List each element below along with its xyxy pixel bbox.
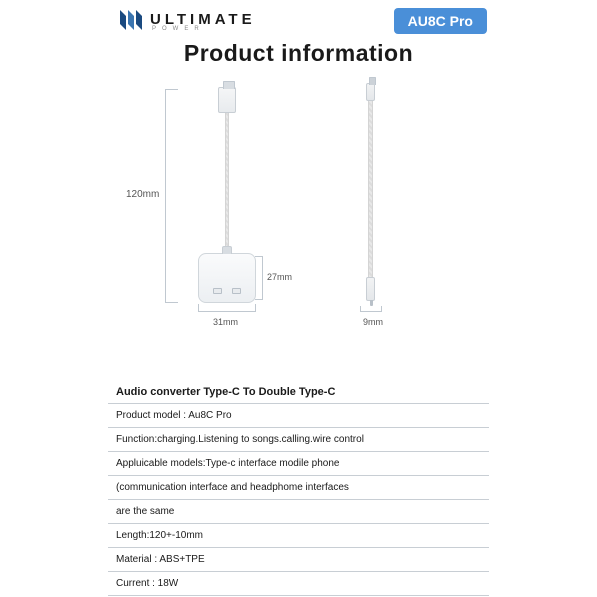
adapter-neck-icon — [222, 246, 232, 254]
specs-title: Audio converter Type-C To Double Type-C — [108, 381, 489, 404]
port-left-icon — [213, 288, 222, 294]
dimension-label-body-width: 31mm — [213, 317, 238, 327]
spec-row: Appluicable models:Type-c interface modi… — [108, 452, 489, 476]
connector-typec-icon — [218, 87, 236, 113]
brand-logo: ULTIMATE POWER — [118, 8, 256, 34]
port-right-icon — [232, 288, 241, 294]
brand-name: ULTIMATE — [150, 11, 256, 28]
specs-table: Audio converter Type-C To Double Type-C … — [108, 381, 489, 596]
adapter-body-icon — [198, 253, 256, 303]
dimension-line-body-height — [262, 256, 263, 300]
cable-slim-icon — [368, 101, 373, 277]
spec-row: are the same — [108, 500, 489, 524]
brand-text-wrap: ULTIMATE POWER — [150, 11, 256, 32]
spec-row: Length:120+-10mm — [108, 524, 489, 548]
spec-row: Product model : Au8C Pro — [108, 404, 489, 428]
spec-row: Current : 18W — [108, 572, 489, 596]
spec-row: Material : ABS+TPE — [108, 548, 489, 572]
cable-braided-icon — [225, 113, 229, 253]
product-diagram: 120mm 27mm 31mm 9mm — [0, 81, 597, 361]
dimension-line-body-width — [198, 311, 256, 312]
connector-aux-bottom-icon — [366, 277, 375, 301]
dimension-label-height: 120mm — [126, 189, 159, 200]
dimension-line-tip-width — [360, 311, 382, 312]
header-bar: ULTIMATE POWER AU8C Pro — [0, 0, 597, 34]
spec-row: (communication interface and headphome i… — [108, 476, 489, 500]
logo-mark-icon — [118, 8, 146, 34]
model-badge: AU8C Pro — [394, 8, 487, 34]
dimension-line-vertical — [165, 89, 166, 303]
spec-row: Function:charging.Listening to songs.cal… — [108, 428, 489, 452]
connector-aux-top-icon — [366, 83, 375, 101]
dimension-label-tip-width: 9mm — [363, 317, 383, 327]
dimension-label-body-height: 27mm — [267, 272, 292, 282]
page-title: Product information — [0, 40, 597, 67]
